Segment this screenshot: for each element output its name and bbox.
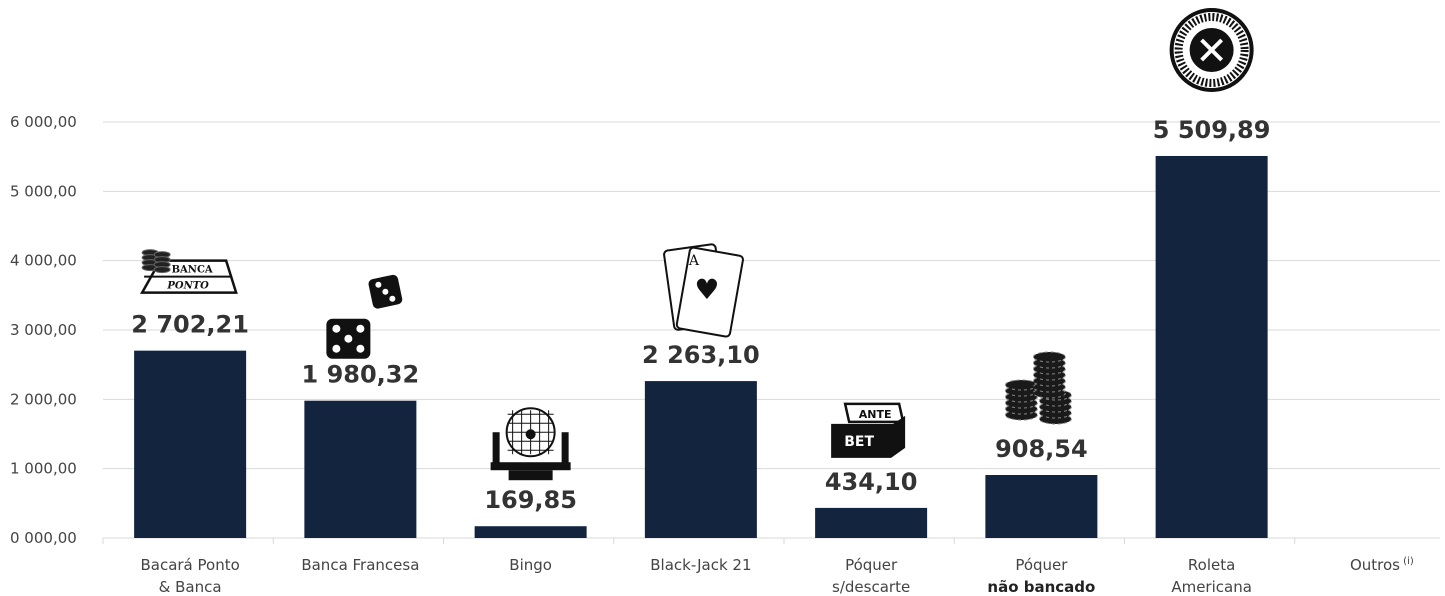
data-label: 908,54 [995,435,1088,463]
y-tick-label: 4 000,00 [10,252,77,270]
bar [304,400,417,538]
data-label: 169,85 [484,486,577,514]
bar [1155,155,1268,538]
category-labels: Bacará Ponto & Banca Banca Francesa Bingo Bl… [140,556,1413,596]
y-tick-label: 5 000,00 [10,182,77,200]
data-label: 434,10 [825,468,918,496]
value-labels: 2 702,21 1 980,32 169,85 2 263,10 434,10 908,… [131,116,1270,514]
data-label: 5 509,89 [1153,116,1271,144]
bar [474,526,587,538]
baccarat-table-icon: BANCA PONTO [139,249,238,294]
x-tick-label: Póquer [1015,556,1068,574]
y-tick-label: 0 000,00 [10,529,77,547]
data-label: 2 702,21 [131,311,249,339]
bar [985,475,1098,538]
footnote-marker: (i) [1400,556,1414,567]
svg-text:BANCA: BANCA [172,265,213,276]
svg-text:A: A [688,253,700,269]
svg-text:♥: ♥ [694,273,719,306]
roulette-wheel-icon [1169,8,1254,92]
dice-icon [326,274,403,359]
y-tick-label: 3 000,00 [10,321,77,339]
bar [134,350,247,538]
data-label: 1 980,32 [302,361,420,389]
x-tick-label: Americana [1171,578,1252,596]
x-tick-label: Banca Francesa [301,556,419,574]
svg-text:ANTE: ANTE [859,408,892,421]
bingo-cage-icon [490,407,571,481]
x-tick-label: não bancado [987,578,1095,596]
x-tick-label: & Banca [159,578,222,596]
x-tick-label: Black-Jack 21 [650,556,751,574]
svg-text:BET: BET [844,434,874,450]
x-tick-label: Outros (i) [1350,556,1414,574]
y-tick-label: 6 000,00 [10,113,77,131]
svg-text:PONTO: PONTO [166,281,209,292]
y-tick-label: 2 000,00 [10,390,77,408]
data-label: 2 263,10 [642,341,760,369]
x-tick-label: Bingo [509,556,552,574]
x-tick-label: Bacará Ponto [140,556,239,574]
ante-bet-chest-icon: ANTE BET [831,402,906,458]
y-tick-label: 1 000,00 [10,460,77,478]
x-tick-label: Roleta [1188,556,1235,574]
playing-cards-icon: ♥A [663,243,744,338]
x-tick-label: s/descarte [832,578,910,596]
bar [815,507,928,538]
bars [134,155,1268,538]
y-axis-ticks: 0 000,00 1 000,00 2 000,00 3 000,00 4 000,00… [10,113,77,547]
bar [644,381,757,538]
x-tick-label: Póquer [845,556,898,574]
poker-chips-icon [1004,351,1072,425]
